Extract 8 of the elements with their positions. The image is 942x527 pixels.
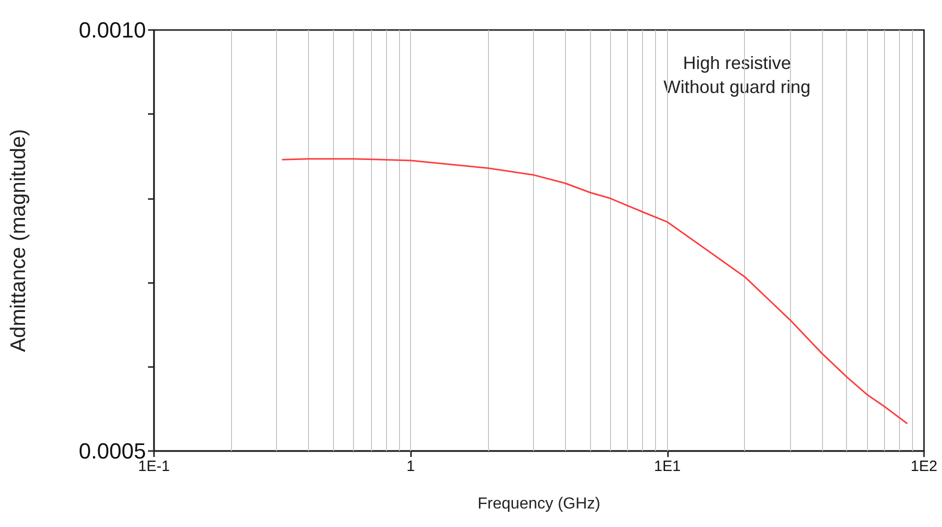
y-tick-label: 0.0010 [78, 18, 146, 42]
x-tick-label: 1E1 [654, 458, 681, 475]
y-axis-title: Admittance (magnitude) [7, 129, 30, 352]
x-axis-title: Frequency (GHz) [478, 496, 600, 512]
annotation: High resistive [682, 53, 792, 73]
x-tick-label: 1E2 [910, 458, 938, 475]
annotation: Without guard ring [663, 77, 811, 97]
x-tick-label: 1 [406, 458, 415, 475]
